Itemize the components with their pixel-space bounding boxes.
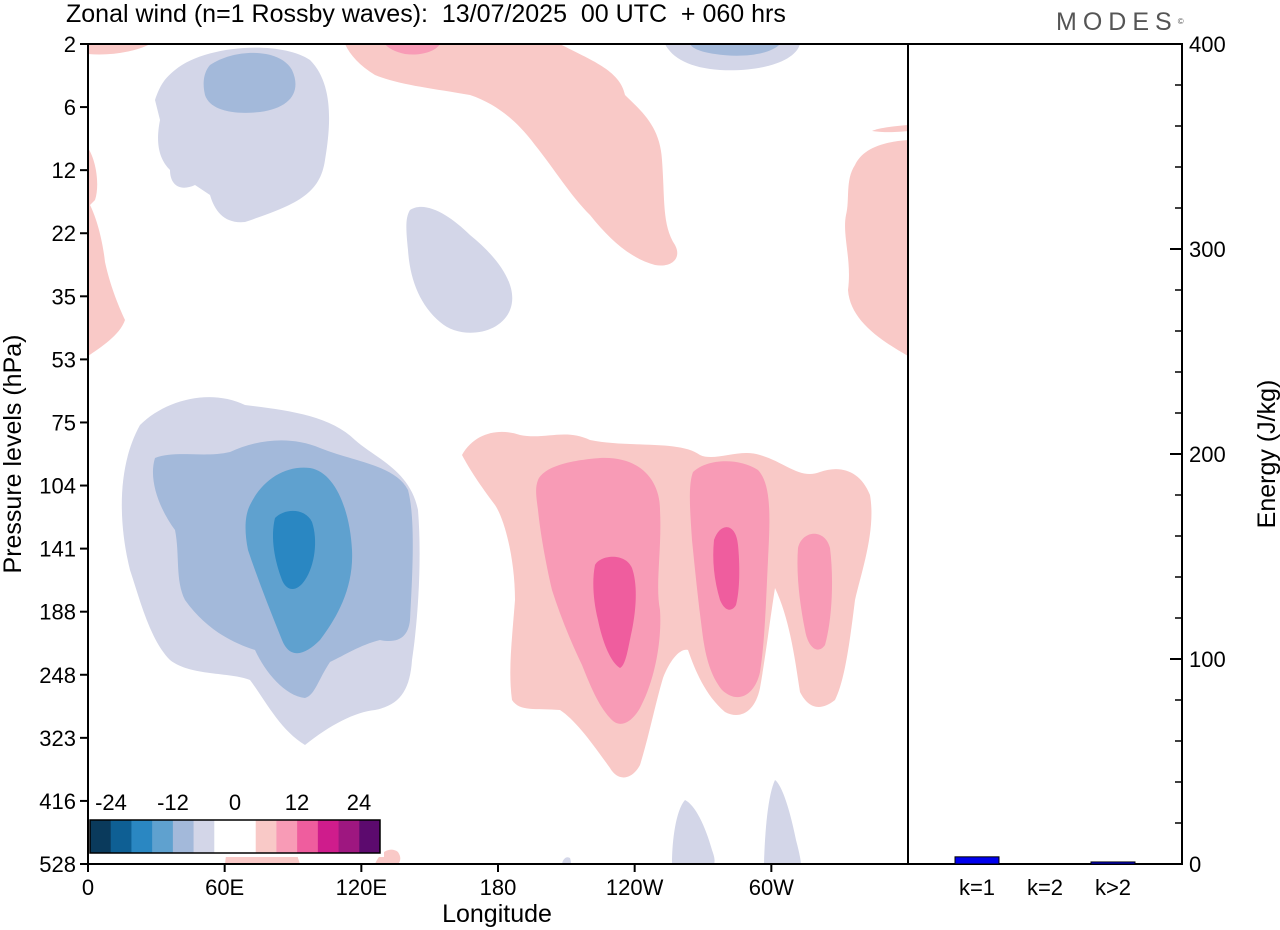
- energy-tick-label: 100: [1189, 647, 1226, 672]
- bar-category-label: k=1: [959, 875, 995, 900]
- colorbar-swatch: [90, 820, 112, 853]
- longitude-axis: 0 60E 120E 180 120W 60W: [82, 864, 794, 900]
- colorbar-swatch: [235, 820, 257, 853]
- x-tick-label: 0: [82, 875, 94, 900]
- y-tick-label: 53: [52, 347, 76, 372]
- contour-neg-top-inner: [690, 44, 780, 56]
- copyright-mark: ©: [1177, 17, 1184, 26]
- x-tick-label: 120W: [606, 875, 664, 900]
- y-tick-label: 35: [52, 284, 76, 309]
- y-tick-label: 75: [52, 410, 76, 435]
- energy-axis-label: Energy (J/kg): [1253, 380, 1280, 529]
- y-tick-label: 416: [39, 789, 76, 814]
- energy-bar: [1090, 861, 1136, 865]
- brand-logo: MODES©: [1056, 8, 1184, 36]
- y-tick-label: 22: [52, 221, 76, 246]
- y-tick-label: 104: [39, 474, 76, 499]
- y-tick-label: 12: [52, 158, 76, 183]
- y-tick-label: 323: [39, 726, 76, 751]
- contour-neg-bottom-b: [764, 780, 801, 864]
- energy-bar: [954, 856, 1000, 865]
- contour-neg-bottom-c: [562, 857, 571, 864]
- x-tick-label: 120E: [336, 875, 387, 900]
- contour-pos-left-edge: [88, 148, 125, 356]
- contour-pos-right-edge: [845, 140, 908, 356]
- colorbar-swatch: [110, 820, 132, 853]
- bar-category-label: k>2: [1095, 875, 1131, 900]
- contour-pos-main-core-b: [713, 527, 740, 610]
- colorbar-label: 12: [285, 790, 309, 815]
- contour-pos-bottom-small: [375, 849, 401, 864]
- brand-text: MODES: [1056, 8, 1178, 36]
- y-tick-label: 248: [39, 663, 76, 688]
- colorbar-swatch: [131, 820, 153, 853]
- colorbar-swatch: [172, 820, 195, 853]
- colorbar-swatch: [276, 820, 298, 853]
- colorbar-swatch: [152, 820, 174, 853]
- y-axis-label: Pressure levels (hPa): [0, 335, 27, 574]
- pressure-axis: 2 6 12 22 35 53 75 104 141 188 248 323 416 528: [39, 32, 88, 877]
- y-tick-label: 528: [39, 852, 76, 877]
- colorbar-swatch: [297, 820, 319, 853]
- energy-axis: 0 100 200 300 400: [1170, 32, 1226, 877]
- x-tick-label: 180: [480, 875, 517, 900]
- colorbar-swatch: [359, 820, 381, 853]
- y-tick-label: 2: [64, 32, 76, 57]
- y-tick-label: 6: [64, 95, 76, 120]
- contour-pos-main-core-a: [593, 556, 636, 668]
- colorbar-swatch: [214, 820, 236, 853]
- contour-neg-bottom-a: [672, 800, 715, 864]
- energy-tick-label: 300: [1189, 237, 1226, 262]
- x-tick-label: 60W: [749, 875, 794, 900]
- x-axis-label: Longitude: [442, 900, 552, 928]
- contour-pos-upper-core: [385, 44, 440, 55]
- colorbar-swatch: [193, 820, 215, 853]
- colorbar-swatch: [317, 820, 340, 853]
- bar-category-label: k=2: [1027, 875, 1063, 900]
- chart-title: Zonal wind (n=1 Rossby waves): 13/07/202…: [66, 0, 786, 28]
- colorbar-label: 24: [347, 790, 371, 815]
- x-tick-label: 60E: [205, 875, 244, 900]
- contour-pos-right-sliver: [872, 125, 908, 133]
- contour-neg-upper-inner: [203, 52, 296, 113]
- energy-tick-label: 0: [1189, 852, 1201, 877]
- bar-panel-frame: [907, 43, 1183, 865]
- energy-bars: k=1 k=2 k>2: [954, 856, 1136, 900]
- colorbar-border: [89, 819, 381, 854]
- energy-tick-label: 200: [1189, 442, 1226, 467]
- energy-tick-label: 400: [1189, 32, 1226, 57]
- contour-neg-mid: [406, 206, 513, 333]
- colorbar-label: -12: [157, 790, 189, 815]
- colorbar-swatch: [338, 820, 360, 853]
- colorbar-label: 0: [229, 790, 241, 815]
- y-tick-label: 188: [39, 600, 76, 625]
- contour-pos-topleft: [88, 44, 150, 55]
- contour-field: [88, 44, 908, 864]
- colorbar: -24 -12 0 12 24: [86, 780, 384, 857]
- contour-neg-main-center: [272, 510, 316, 589]
- y-tick-label: 141: [39, 537, 76, 562]
- contour-pos-main-mid-c: [797, 533, 833, 650]
- contour-pos-upper-streak: [345, 44, 678, 266]
- colorbar-swatch: [255, 820, 277, 853]
- colorbar-label: -24: [95, 790, 127, 815]
